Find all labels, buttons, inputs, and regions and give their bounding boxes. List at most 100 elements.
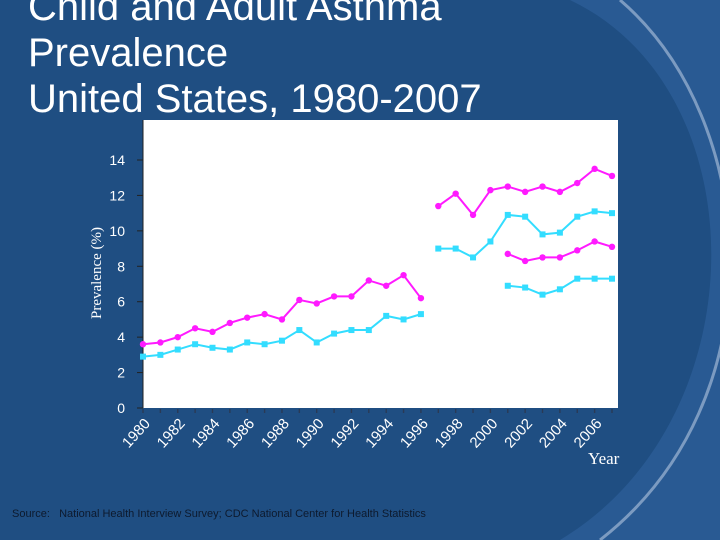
data-point	[191, 325, 199, 332]
data-point	[365, 277, 373, 284]
x-tick-label: 2000	[466, 415, 501, 451]
data-point	[487, 186, 494, 194]
data-point	[331, 330, 338, 337]
legend-adult-label: Adult	[186, 181, 225, 200]
data-point	[504, 183, 511, 190]
data-point	[522, 284, 529, 291]
data-point	[556, 229, 563, 236]
data-point	[539, 183, 546, 190]
title-line-3: United States, 1980-2007	[28, 77, 482, 121]
data-point	[539, 254, 546, 261]
annotation-lifetime: Lifetime	[370, 139, 434, 159]
y-tick-label: 10	[109, 223, 125, 239]
data-point	[348, 293, 355, 300]
data-point	[591, 165, 598, 173]
x-tick-label: 1982	[154, 415, 189, 451]
data-point	[139, 341, 147, 348]
legend-adult: ▪ Adult	[172, 181, 225, 201]
source-note: Source: National Health Interview Survey…	[12, 508, 426, 520]
data-point	[504, 250, 511, 258]
data-point	[365, 327, 372, 334]
title-line-2: Prevalence	[28, 31, 229, 75]
data-point	[209, 328, 216, 336]
data-point	[174, 346, 181, 353]
legend-child-label: Child	[185, 143, 225, 162]
annotation-12-month: 12-Month	[203, 358, 280, 378]
x-tick-label: 1992	[327, 415, 362, 451]
data-point	[244, 339, 251, 346]
data-point	[296, 327, 303, 334]
y-axis-label: Prevalence (%)	[89, 227, 105, 319]
data-point	[174, 333, 181, 341]
data-point	[469, 211, 477, 219]
page-title: Child and Adult Asthma Prevalence United…	[28, 0, 482, 122]
data-point	[591, 208, 598, 215]
data-point	[556, 188, 564, 196]
data-point	[608, 243, 616, 250]
data-point	[417, 294, 425, 302]
data-point	[521, 257, 529, 265]
data-point	[539, 291, 546, 298]
data-point	[261, 310, 268, 318]
data-point	[157, 339, 164, 346]
data-point	[574, 247, 581, 254]
data-point	[609, 275, 615, 282]
data-point	[539, 231, 546, 238]
legend-child: • Child	[172, 143, 225, 163]
x-tick-label: 1998	[432, 415, 467, 451]
annotation-current: Current	[501, 295, 562, 315]
x-tick-label: 2006	[571, 415, 606, 451]
data-point	[504, 282, 511, 289]
data-point	[330, 293, 338, 300]
data-point	[609, 210, 615, 217]
data-point	[383, 312, 390, 319]
data-point	[278, 316, 286, 323]
square-bullet-icon: ▪	[172, 181, 179, 200]
y-tick-label: 12	[109, 187, 125, 203]
data-point	[521, 188, 529, 196]
x-axis-label: Year	[588, 449, 620, 468]
y-tick-label: 2	[117, 365, 125, 381]
data-point	[157, 351, 164, 358]
data-point	[278, 337, 285, 344]
x-tick-label: 1990	[293, 415, 328, 451]
x-tick-label: 1988	[258, 415, 293, 451]
title-line-1: Child and Adult Asthma	[28, 0, 442, 29]
x-tick-label: 1996	[397, 415, 432, 451]
x-tick-label: 2002	[501, 415, 536, 451]
plot-area	[143, 120, 618, 408]
y-tick-label: 6	[117, 294, 125, 310]
data-point	[400, 271, 407, 279]
data-point	[556, 286, 563, 293]
round-bullet-icon: •	[172, 143, 178, 162]
data-point	[244, 314, 251, 321]
x-tick-label: 2004	[536, 415, 571, 451]
x-tick-label: 1984	[188, 415, 223, 451]
x-tick-label: 1994	[362, 415, 397, 451]
data-point	[382, 282, 390, 289]
data-point	[417, 311, 424, 318]
data-point	[470, 254, 477, 261]
x-tick-label: 1986	[223, 415, 258, 451]
data-point	[226, 346, 233, 353]
data-point	[574, 179, 581, 187]
data-point	[574, 275, 581, 282]
data-point	[296, 296, 303, 304]
y-tick-label: 4	[117, 329, 125, 345]
data-point	[504, 211, 511, 218]
data-point	[556, 254, 564, 261]
y-tick-label: 14	[109, 152, 125, 168]
data-point	[348, 327, 355, 334]
data-point	[608, 172, 616, 180]
data-point	[435, 202, 442, 210]
data-point	[313, 300, 320, 307]
y-tick-label: 0	[117, 400, 125, 416]
x-tick-label: 1980	[119, 415, 154, 451]
data-point	[591, 275, 598, 282]
data-point	[487, 238, 494, 245]
data-point	[313, 339, 320, 346]
data-point	[140, 353, 146, 360]
data-point	[591, 238, 598, 245]
